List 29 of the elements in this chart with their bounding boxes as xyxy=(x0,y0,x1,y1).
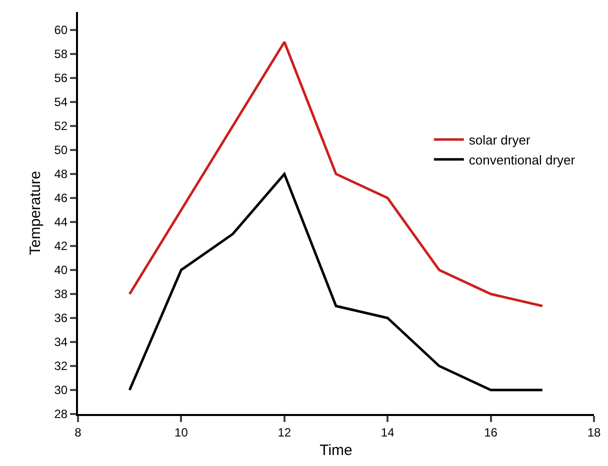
y-axis-title: Temperature xyxy=(26,170,44,256)
x-axis-title: Time xyxy=(320,442,352,459)
y-tick-label: 54 xyxy=(54,95,68,110)
y-tick-label: 44 xyxy=(54,215,68,230)
y-tick-label: 60 xyxy=(54,23,68,38)
y-tick-label: 42 xyxy=(54,239,68,254)
x-tick-label: 16 xyxy=(484,425,498,440)
y-tick-label: 32 xyxy=(54,359,68,374)
y-tick-label: 58 xyxy=(54,47,68,62)
x-tick-label: 12 xyxy=(278,425,292,440)
x-tick-label: 8 xyxy=(74,425,82,440)
y-tick-label: 30 xyxy=(54,383,68,398)
legend-label: solar dryer xyxy=(468,132,531,148)
y-tick-label: 46 xyxy=(54,191,68,206)
y-tick-label: 40 xyxy=(54,263,68,278)
y-tick-label: 56 xyxy=(54,71,68,86)
y-tick-label: 50 xyxy=(54,143,68,158)
x-tick-label: 14 xyxy=(380,425,395,440)
y-tick-label: 38 xyxy=(54,287,68,302)
y-tick-label: 52 xyxy=(54,119,68,134)
x-tick-label: 18 xyxy=(587,425,601,440)
line-series xyxy=(128,172,544,392)
y-tick-label: 36 xyxy=(54,311,68,326)
y-tick-label: 28 xyxy=(54,407,68,422)
legend-label: conventional dryer xyxy=(468,152,576,168)
y-tick-label: 34 xyxy=(54,335,68,350)
x-tick-label: 10 xyxy=(174,425,188,440)
line-series xyxy=(128,40,544,308)
y-tick-label: 48 xyxy=(54,167,68,182)
